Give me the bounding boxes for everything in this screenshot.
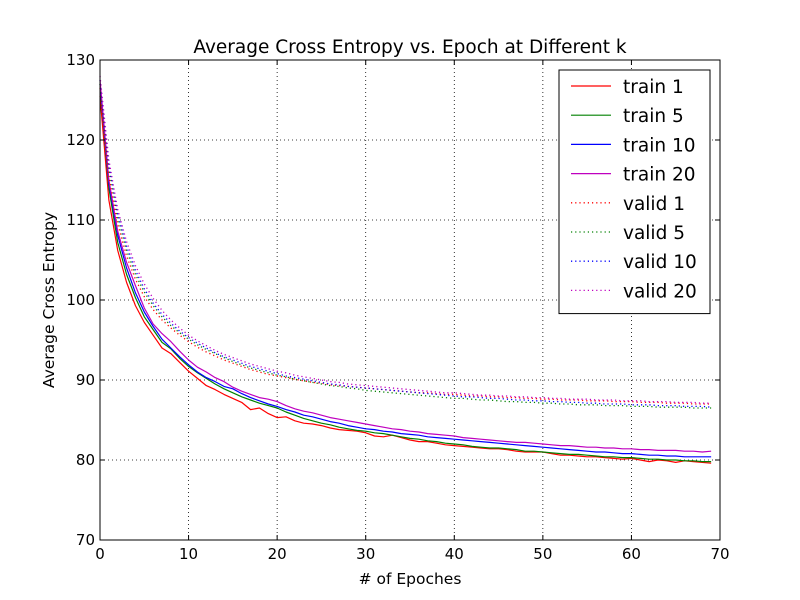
series-line-train-5 (99, 83, 712, 463)
legend-label: valid 1 (623, 194, 685, 215)
legend-label: train 10 (623, 135, 695, 156)
chart-title: Average Cross Entropy vs. Epoch at Diffe… (193, 37, 627, 58)
legend-label: valid 10 (623, 252, 697, 273)
series-line-valid-1 (99, 87, 712, 405)
x-tick-label: 60 (622, 545, 641, 563)
series-line-valid-5 (99, 83, 712, 409)
y-tick-label: 100 (66, 291, 95, 309)
tick-marks (99, 59, 721, 541)
legend: train 1 train 5 train 10 train 20 valid 1 val… (558, 69, 711, 315)
x-tick-label: 0 (95, 545, 105, 563)
y-tick-label: 110 (66, 211, 95, 229)
series-line-train-10 (99, 83, 712, 458)
y-axis-label: Average Cross Entropy (40, 212, 58, 388)
legend-label: valid 5 (623, 223, 685, 244)
x-tick-label: 20 (268, 545, 287, 563)
x-tick-label: 10 (179, 545, 198, 563)
x-tick-labels: 0 10 20 30 40 50 60 70 (95, 545, 729, 563)
legend-label: train 20 (623, 165, 695, 186)
series-line-valid-20 (99, 75, 712, 404)
x-tick-label: 70 (710, 545, 729, 563)
y-tick-label: 80 (76, 451, 95, 469)
y-tick-labels: 70 80 90 100 110 120 130 (66, 51, 95, 549)
legend-label: train 5 (623, 106, 684, 127)
x-tick-label: 50 (533, 545, 552, 563)
legend-box (558, 69, 711, 315)
y-tick-label: 70 (76, 531, 95, 549)
x-tick-label: 30 (356, 545, 375, 563)
legend-label: valid 20 (623, 281, 697, 302)
x-tick-label: 40 (445, 545, 464, 563)
legend-label: train 1 (623, 77, 684, 98)
x-axis-label: # of Epoches (359, 570, 462, 588)
series-line-train-20 (99, 79, 712, 453)
series-line-train-1 (99, 95, 712, 464)
y-tick-label: 90 (76, 371, 95, 389)
y-tick-label: 130 (66, 51, 95, 69)
series-layer (99, 75, 712, 464)
y-tick-label: 120 (66, 131, 95, 149)
